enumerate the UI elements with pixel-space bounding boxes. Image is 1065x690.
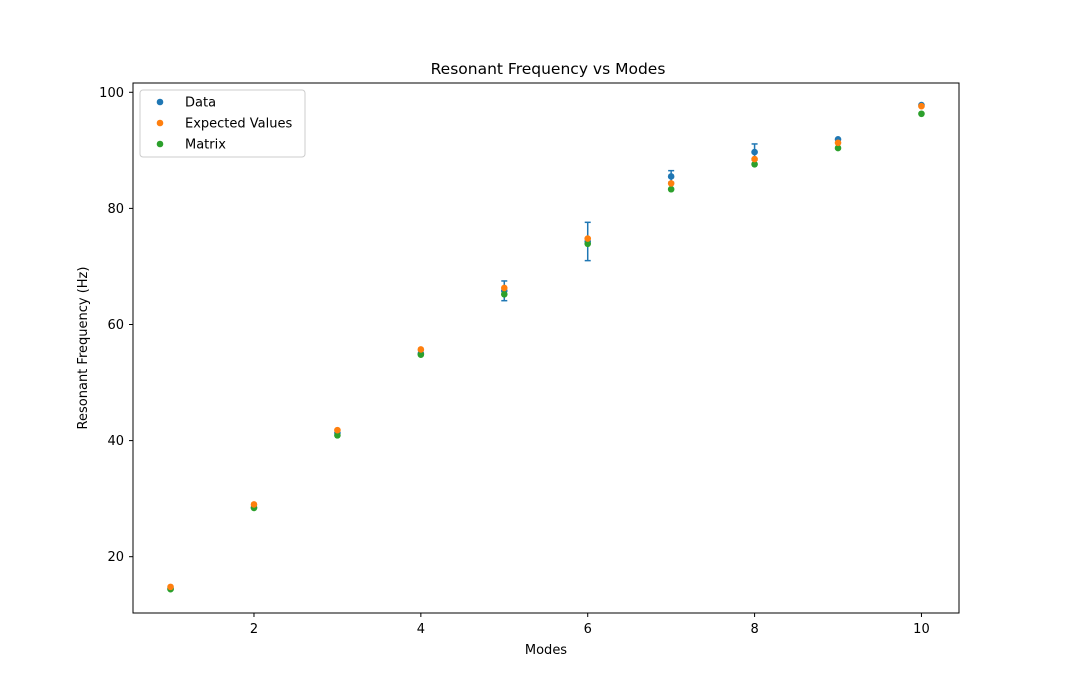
legend-marker	[156, 140, 164, 148]
legend-box	[139, 89, 306, 158]
x-axis-title: Modes	[525, 643, 567, 658]
x-tick-label: 8	[750, 622, 758, 637]
data-point-matrix	[584, 240, 592, 248]
data-point-matrix	[334, 432, 341, 439]
data-point-expected-values	[584, 235, 592, 242]
data-point-expected-values	[167, 583, 174, 591]
data-point-matrix	[834, 144, 842, 152]
data-point-data	[667, 173, 675, 180]
data-point-expected-values	[918, 102, 925, 110]
y-tick-label: 40	[107, 434, 124, 449]
data-point-matrix	[500, 291, 508, 298]
x-tick-label: 2	[250, 622, 258, 637]
data-point-expected-values	[751, 155, 758, 163]
y-axis-title: Resonant Frequency (Hz)	[76, 267, 91, 430]
y-tick-label: 80	[107, 202, 124, 217]
data-point-matrix	[751, 160, 758, 168]
data-point-expected-values	[417, 346, 425, 353]
data-point-matrix	[667, 185, 675, 193]
data-point-expected-values	[500, 284, 508, 292]
data-point-matrix	[417, 351, 425, 358]
legend-label: Expected Values	[185, 117, 292, 132]
y-tick-label: 60	[107, 318, 124, 333]
y-tick-label: 20	[107, 550, 124, 565]
data-point-expected-values	[250, 501, 258, 508]
data-point-data	[751, 148, 758, 156]
legend-marker	[156, 98, 164, 106]
data-point-expected-values	[334, 426, 341, 434]
plot-frame	[132, 82, 960, 614]
legend-marker	[156, 119, 164, 127]
data-point-matrix	[918, 110, 925, 118]
legend-label: Data	[185, 96, 216, 111]
x-tick-label: 10	[913, 622, 930, 637]
chart-title: Resonant Frequency vs Modes	[431, 60, 666, 78]
data-point-expected-values	[667, 180, 675, 187]
data-point-expected-values	[834, 139, 842, 147]
x-tick-label: 4	[417, 622, 425, 637]
x-tick-label: 6	[584, 622, 592, 637]
y-tick-label: 100	[99, 86, 124, 101]
legend-label: Matrix	[185, 138, 226, 153]
legend: Data Expected Values Matrix	[139, 89, 306, 158]
